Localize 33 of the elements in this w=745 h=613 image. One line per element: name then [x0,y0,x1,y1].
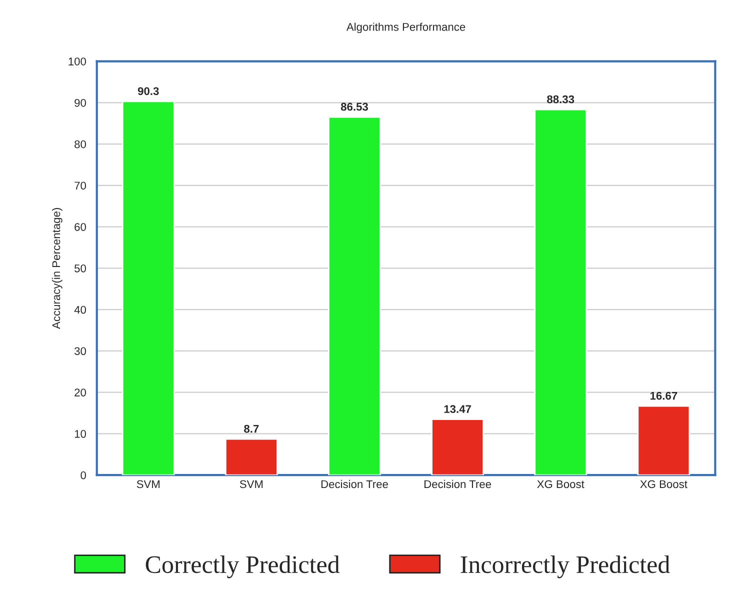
bar [122,100,175,476]
bar [431,418,484,476]
x-tick-label: Decision Tree [321,480,388,488]
y-tick-label: 0 [80,471,86,480]
bar [534,108,588,476]
data-label: 90.3 [138,87,159,96]
y-tick-label: 80 [74,140,86,148]
bar [328,116,381,476]
x-tick-label: SVM [240,480,263,488]
data-label: 8.7 [244,424,259,433]
y-tick-label: 20 [74,388,86,396]
x-tick-label: XG Boost [537,480,584,488]
data-label: 16.67 [650,392,678,400]
y-tick-label: 10 [74,430,86,438]
bar [637,405,690,476]
chart-title: Algorithms Performance [346,22,466,34]
data-label: 88.33 [547,95,574,104]
y-tick-label: 90 [74,98,86,107]
legend-label: Correctly Predicted [146,556,340,578]
y-tick-label: 70 [74,182,86,190]
data-label: 13.47 [444,405,471,413]
y-tick-label: 30 [74,347,86,356]
y-tick-label: 60 [74,223,86,231]
y-tick-label: 100 [68,58,86,66]
x-tick-label: XG Boost [640,480,688,488]
bar [224,438,278,476]
x-tick-label: Decision Tree [424,480,492,488]
data-label: 86.53 [340,102,368,111]
legend-label: Incorrectly Predicted [460,556,670,578]
y-axis-title: Accuracy(in Percentage) [52,208,62,329]
y-tick-label: 40 [74,306,86,314]
x-tick-label: SVM [136,480,160,488]
y-tick-label: 50 [74,264,86,272]
